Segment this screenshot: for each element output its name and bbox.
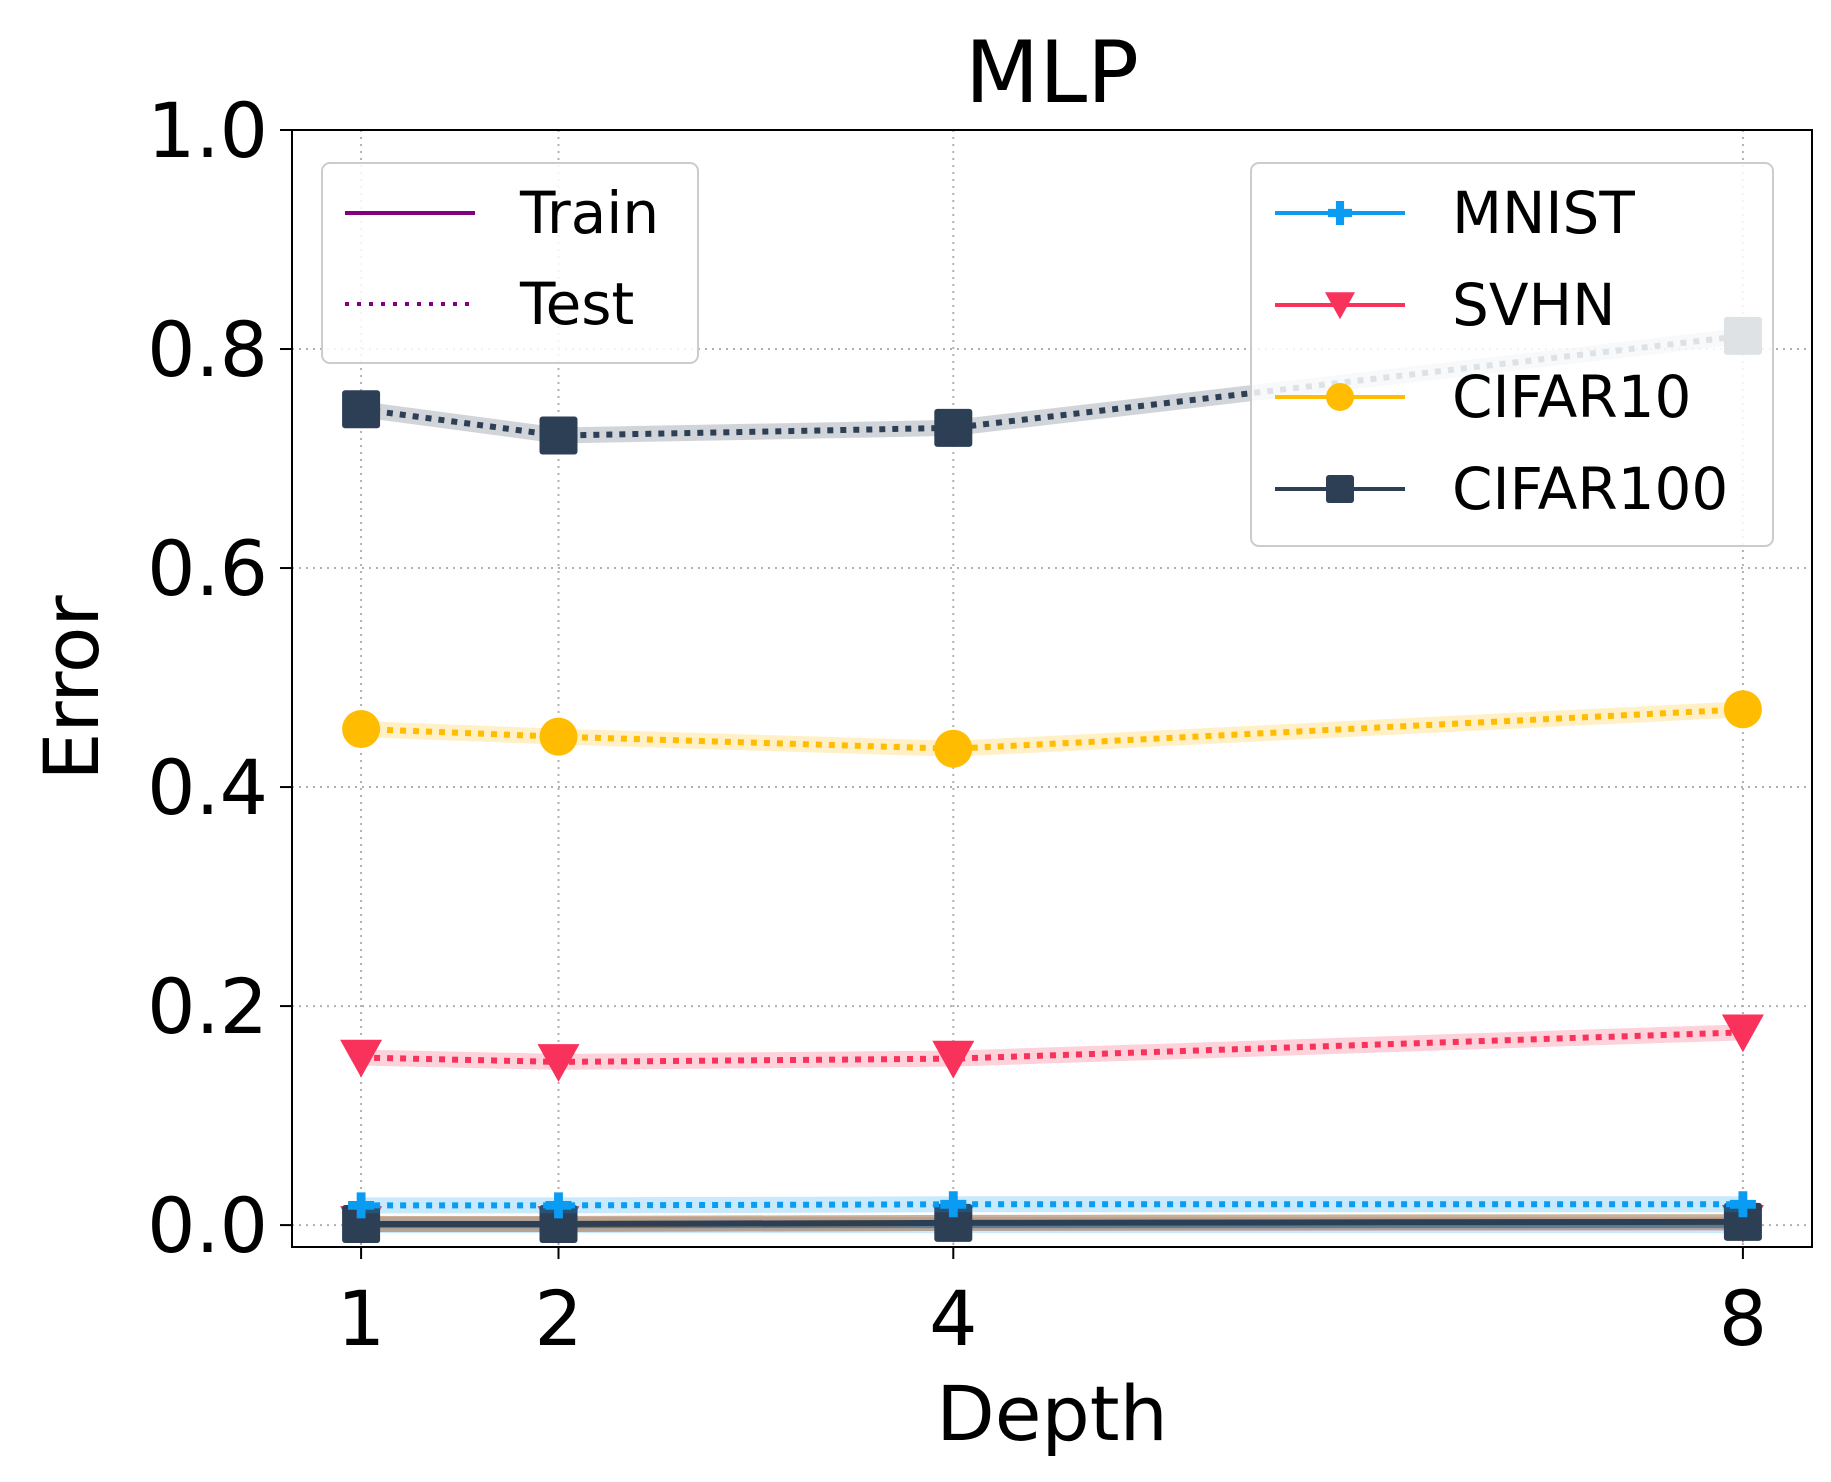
chart-title: MLP [965, 23, 1139, 123]
y-tick-label: 1.0 [147, 86, 268, 175]
y-tick-label: 0.8 [147, 305, 268, 394]
series-line-svhn-test [361, 1029, 1744, 1065]
series-line-cifar10-test [360, 706, 1744, 752]
data-point-svhn-test [932, 1040, 975, 1079]
y-tick-label: 0.0 [147, 1181, 268, 1270]
axis-ticks: 1 2 4 8 0.0 0.2 0.4 0.6 0.8 1.0 [147, 86, 1767, 1363]
y-axis-label: Error [27, 595, 116, 781]
data-point-cifar100-train [539, 1205, 578, 1244]
data-point-cifar10-test [342, 710, 381, 749]
y-tick-label: 0.6 [147, 524, 268, 613]
legend-line-style: Train Test [321, 162, 699, 364]
legend-marker-cifar100 [1326, 475, 1354, 503]
series-cifar100-train [342, 1202, 1762, 1244]
y-tick-label: 0.4 [147, 743, 268, 832]
legend-marker-mnist [1328, 201, 1353, 225]
data-point-svhn-test [340, 1039, 383, 1078]
series-mnist-test [348, 1191, 1756, 1219]
series-svhn-test [340, 1014, 1764, 1082]
data-point-cifar10-test [934, 729, 973, 768]
y-tick-label: 0.2 [147, 962, 268, 1051]
data-point-cifar100-train [1723, 1202, 1762, 1241]
data-point-cifar100-test [342, 390, 381, 429]
data-point-cifar100-train [934, 1203, 973, 1242]
series-cifar10-test [342, 690, 1762, 768]
x-tick-label: 1 [337, 1274, 385, 1363]
legend-label-mnist: MNIST [1452, 179, 1635, 247]
legend-marker-cifar10 [1326, 383, 1354, 411]
x-tick-label: 8 [1719, 1274, 1767, 1363]
x-axis-label: Depth [936, 1369, 1168, 1458]
data-point-svhn-test [1721, 1014, 1764, 1053]
legend-marker-svhn [1325, 292, 1355, 320]
legend-frame [1250, 162, 1774, 547]
data-point-mnist-test [1729, 1191, 1756, 1218]
legend-label-train: Train [519, 179, 659, 247]
legend-label-test: Test [519, 270, 634, 338]
data-point-mnist-test [940, 1191, 967, 1218]
legend-label-cifar10: CIFAR10 [1452, 363, 1691, 431]
data-point-cifar10-test [539, 717, 578, 756]
legend-label-cifar100: CIFAR100 [1452, 455, 1728, 523]
plot-series [340, 316, 1764, 1244]
data-point-svhn-test [537, 1044, 580, 1082]
plot-frame [291, 129, 1813, 1248]
data-point-cifar100-test [539, 416, 578, 455]
data-point-mnist-test [348, 1192, 375, 1219]
data-point-cifar100-test [934, 408, 973, 447]
data-point-cifar100-train [342, 1205, 381, 1244]
series-line-cifar100-train [361, 1218, 1743, 1228]
legend-label-svhn: SVHN [1452, 271, 1616, 339]
x-tick-label: 4 [929, 1274, 977, 1363]
x-tick-label: 2 [534, 1274, 582, 1363]
legend-datasets: MNIST SVHN CIFAR10 CIFAR100 [1250, 162, 1774, 547]
data-point-mnist-test [545, 1192, 572, 1219]
series-line-mnist-test [361, 1201, 1743, 1209]
data-point-cifar10-test [1723, 690, 1762, 729]
